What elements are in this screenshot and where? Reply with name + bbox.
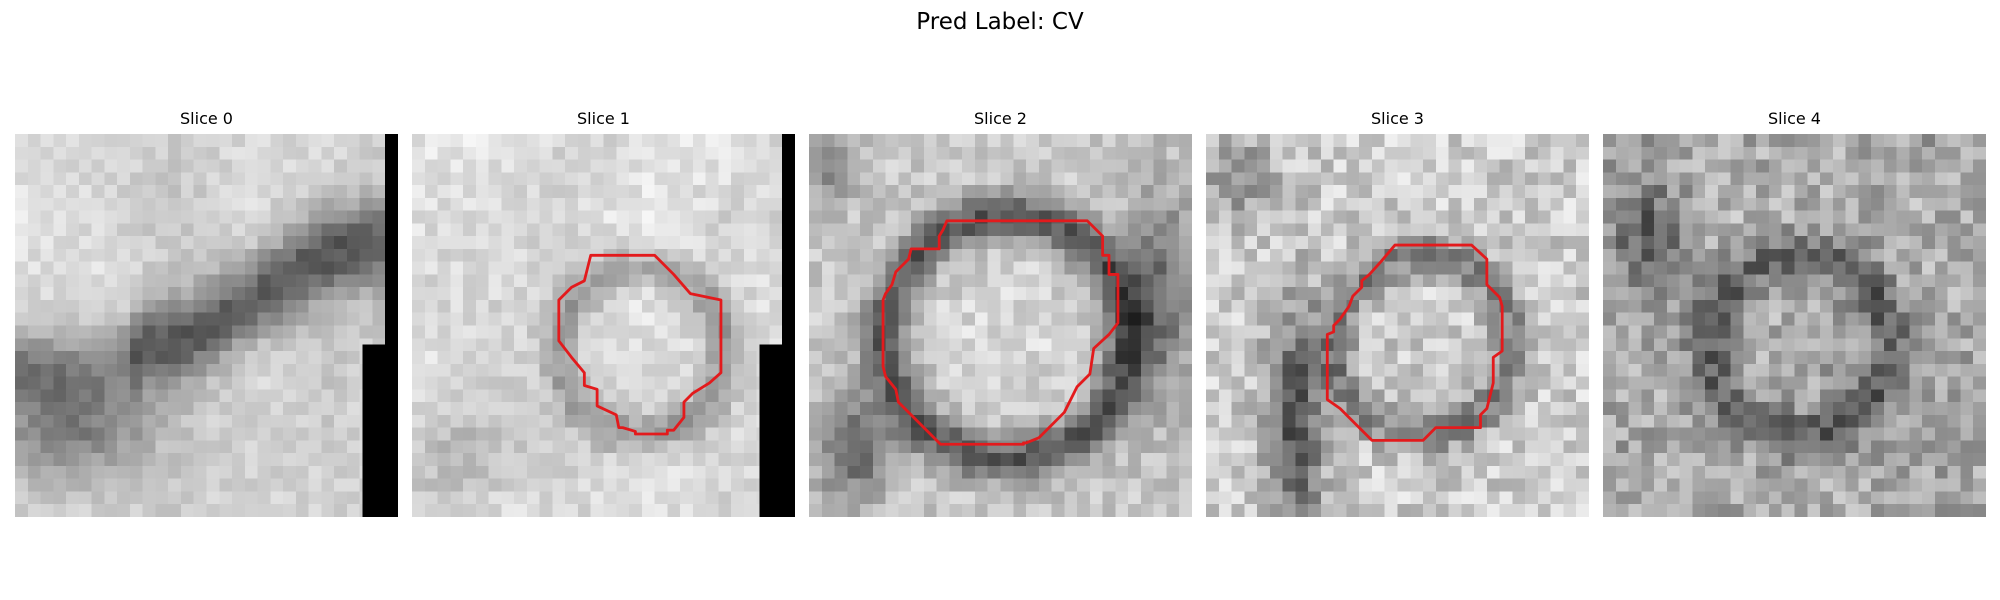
slice-image [15, 134, 398, 517]
slice-image [1206, 134, 1589, 517]
slice-image [412, 134, 795, 517]
slice-title: Slice 0 [180, 109, 233, 128]
segmentation-contour [557, 253, 723, 436]
slice-panel-3: Slice 3 [1206, 108, 1589, 520]
slice-panel-0: Slice 0 [15, 108, 398, 520]
padding-bar [362, 344, 398, 517]
padding-bar [782, 134, 795, 345]
slice-panel-2: Slice 2 [809, 108, 1192, 520]
slice-panel-1: Slice 1 [412, 108, 795, 520]
slice-title: Slice 3 [1371, 109, 1424, 128]
slice-title: Slice 4 [1768, 109, 1821, 128]
segmentation-contour [1325, 243, 1504, 442]
slice-title: Slice 2 [974, 109, 1027, 128]
segmentation-contour [881, 219, 1120, 446]
slice-panel-4: Slice 4 [1603, 108, 1986, 520]
padding-bar [759, 344, 795, 517]
figure-title: Pred Label: CV [916, 9, 1084, 35]
padding-bar [385, 134, 398, 345]
slice-title: Slice 1 [577, 109, 630, 128]
slice-image [809, 134, 1192, 517]
slice-image [1603, 134, 1986, 517]
